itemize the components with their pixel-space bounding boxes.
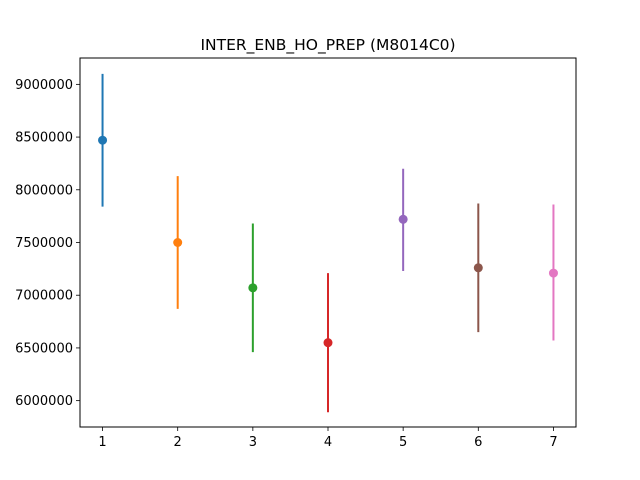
data-point xyxy=(323,338,333,348)
y-tick-label: 6500000 xyxy=(15,341,73,356)
data-point xyxy=(473,263,483,273)
x-tick-label: 7 xyxy=(549,435,557,450)
x-tick-label: 2 xyxy=(174,435,182,450)
x-tick-label: 6 xyxy=(474,435,482,450)
y-tick-label: 8000000 xyxy=(15,183,73,198)
data-point xyxy=(398,214,408,224)
y-tick-label: 8500000 xyxy=(15,131,73,146)
data-point xyxy=(173,238,183,247)
y-tick-label: 6000000 xyxy=(15,394,73,409)
plot-frame xyxy=(79,57,577,428)
y-tick-label: 7000000 xyxy=(15,289,73,304)
data-point xyxy=(548,268,558,278)
x-tick-label: 3 xyxy=(249,435,257,450)
x-tick-label: 1 xyxy=(98,435,106,450)
data-point xyxy=(248,283,258,293)
x-tick-label: 5 xyxy=(399,435,407,450)
chart-title: INTER_ENB_HO_PREP (M8014C0) xyxy=(200,36,455,55)
x-tick-label: 4 xyxy=(324,435,332,450)
data-point xyxy=(98,135,108,145)
y-tick-label: 7500000 xyxy=(15,236,73,251)
y-tick-label: 9000000 xyxy=(15,78,73,93)
